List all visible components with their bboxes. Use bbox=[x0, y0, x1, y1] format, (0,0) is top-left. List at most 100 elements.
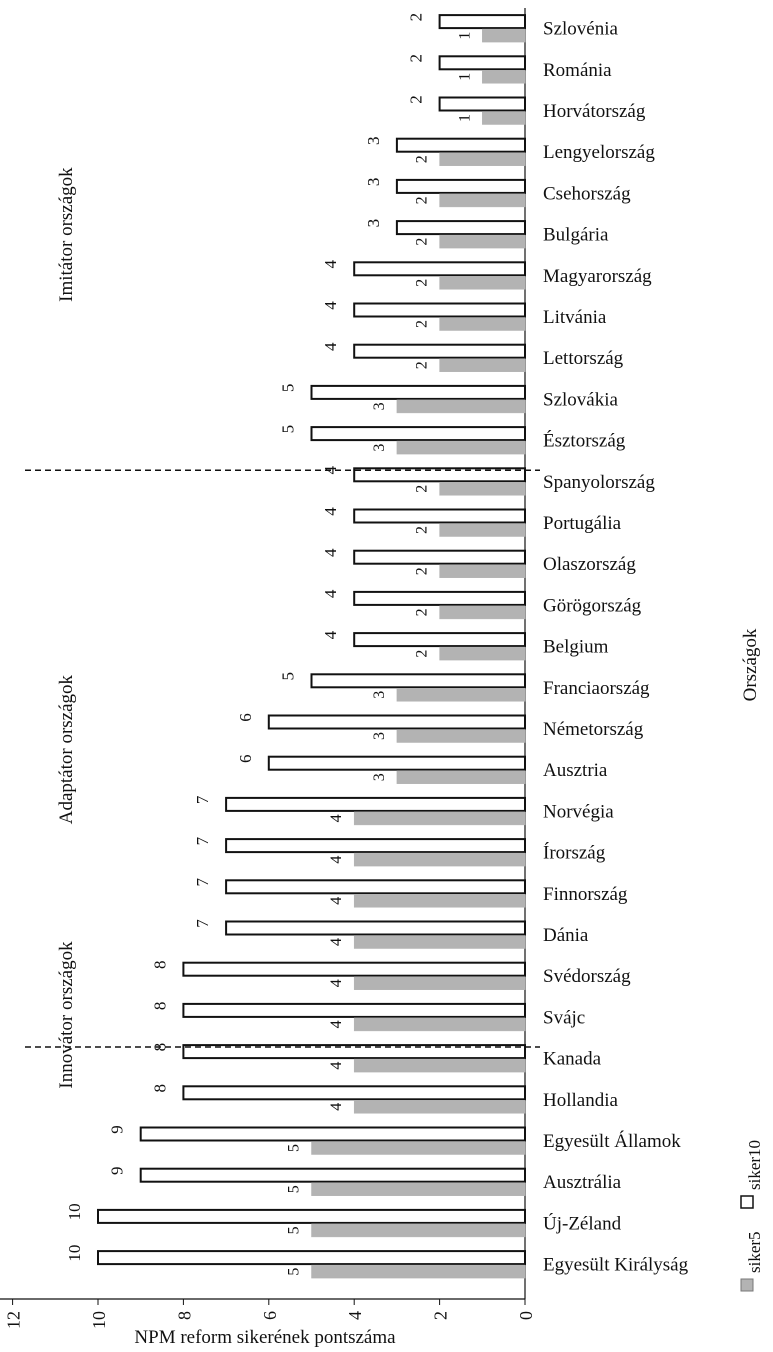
data-label-siker10: 7 bbox=[193, 836, 212, 845]
data-label-siker5: 5 bbox=[286, 1144, 303, 1152]
category-label: Egyesült Királyság bbox=[543, 1255, 689, 1276]
data-label-siker5: 3 bbox=[371, 691, 388, 699]
bar-siker5 bbox=[482, 28, 526, 43]
category-label: Norvégia bbox=[543, 801, 614, 822]
legend: siker5 siker10 bbox=[740, 1140, 764, 1292]
y-axis-title: Országok bbox=[740, 628, 761, 701]
bar-siker10 bbox=[353, 343, 527, 359]
bar-siker5 bbox=[353, 1100, 526, 1114]
data-label-siker5: 4 bbox=[328, 979, 345, 987]
data-label-siker10: 2 bbox=[407, 95, 426, 104]
data-label-siker10: 4 bbox=[321, 260, 340, 269]
bar-siker10 bbox=[438, 55, 527, 71]
bar-siker5 bbox=[396, 440, 526, 455]
x-tick-label: 10 bbox=[89, 1311, 109, 1329]
category-label: Egyesült Államok bbox=[543, 1130, 681, 1152]
category-label: Bulgária bbox=[543, 225, 609, 246]
data-label-siker5: 5 bbox=[286, 1185, 303, 1193]
bar-siker10 bbox=[225, 920, 526, 936]
data-label-siker5: 3 bbox=[371, 402, 388, 410]
data-label-siker10: 7 bbox=[193, 919, 212, 928]
category-label: Lettország bbox=[543, 348, 624, 369]
bar-siker10 bbox=[353, 549, 527, 565]
category-label: Dánia bbox=[543, 925, 589, 946]
bar-siker10 bbox=[353, 302, 527, 318]
data-label-siker5: 2 bbox=[414, 361, 431, 369]
bar-siker5 bbox=[311, 1141, 526, 1155]
data-label-siker5: 5 bbox=[286, 1226, 303, 1234]
bar-siker10 bbox=[139, 1126, 526, 1142]
bar-siker10 bbox=[353, 590, 527, 606]
legend-label-siker5: siker5 bbox=[745, 1231, 764, 1273]
x-tick-label: 2 bbox=[431, 1311, 451, 1320]
category-label: Spanyolország bbox=[543, 472, 655, 493]
bar-siker5 bbox=[396, 729, 526, 743]
data-label-siker5: 2 bbox=[414, 155, 431, 163]
data-label-siker10: 5 bbox=[279, 425, 298, 434]
bar-siker10 bbox=[267, 755, 526, 771]
bar-siker5 bbox=[482, 70, 526, 84]
data-label-siker5: 5 bbox=[286, 1268, 303, 1276]
bar-siker10 bbox=[97, 1250, 526, 1266]
data-label-siker10: 9 bbox=[108, 1125, 127, 1134]
bar-siker10 bbox=[139, 1167, 526, 1183]
bar-siker5 bbox=[439, 564, 526, 578]
bar-siker10 bbox=[267, 714, 526, 730]
bar-siker10 bbox=[97, 1208, 526, 1224]
x-tick-label: 0 bbox=[516, 1311, 536, 1320]
data-label-siker10: 2 bbox=[407, 13, 426, 22]
bar-siker10 bbox=[225, 838, 526, 854]
data-label-siker5: 4 bbox=[328, 897, 345, 905]
bar-siker5 bbox=[353, 935, 526, 949]
bar-siker5 bbox=[311, 1182, 526, 1196]
data-label-siker5: 4 bbox=[328, 814, 345, 822]
data-label-siker10: 5 bbox=[279, 384, 298, 393]
x-tick-label: 8 bbox=[174, 1311, 194, 1320]
category-label: Szlovákia bbox=[543, 389, 618, 410]
data-label-siker10: 6 bbox=[236, 754, 255, 763]
group-label: Imitátor országok bbox=[56, 167, 77, 302]
category-label: Belgium bbox=[543, 637, 609, 658]
bar-siker10 bbox=[353, 508, 527, 524]
legend-swatch-siker5 bbox=[740, 1278, 754, 1292]
category-label: Kanada bbox=[543, 1049, 602, 1070]
data-label-siker10: 5 bbox=[279, 672, 298, 681]
bar-siker5 bbox=[396, 770, 526, 784]
category-label: Németország bbox=[543, 719, 644, 740]
category-label: Lengyelország bbox=[543, 142, 655, 163]
bar-siker10 bbox=[438, 14, 527, 30]
category-label: Románia bbox=[543, 60, 612, 81]
bar-siker5 bbox=[353, 852, 526, 867]
bar-siker5 bbox=[439, 276, 526, 290]
category-label: Finnország bbox=[543, 884, 628, 905]
legend-label-siker10: siker10 bbox=[745, 1140, 764, 1190]
bar-siker10 bbox=[225, 796, 526, 812]
data-label-siker10: 3 bbox=[364, 136, 383, 145]
category-label: Írország bbox=[543, 842, 606, 864]
category-label: Új-Zéland bbox=[543, 1212, 622, 1234]
data-label-siker10: 7 bbox=[193, 795, 212, 804]
category-label: Olaszország bbox=[543, 554, 636, 575]
bar-siker5 bbox=[311, 1264, 526, 1279]
category-label: Svédország bbox=[543, 966, 631, 987]
bar-siker10 bbox=[182, 1044, 526, 1060]
bar-siker5 bbox=[353, 1058, 526, 1073]
data-label-siker10: 3 bbox=[364, 178, 383, 187]
data-label-siker5: 4 bbox=[328, 1103, 345, 1111]
bar-siker5 bbox=[353, 811, 526, 826]
bar-siker5 bbox=[439, 646, 526, 661]
bar-siker5 bbox=[439, 152, 526, 166]
group-label: Innovátor országok bbox=[56, 941, 77, 1089]
bar-siker5 bbox=[311, 1223, 526, 1238]
bar-siker10 bbox=[310, 426, 526, 442]
data-label-siker10: 4 bbox=[321, 589, 340, 598]
bar-siker5 bbox=[353, 894, 526, 908]
bar-siker10 bbox=[182, 1002, 526, 1018]
data-label-siker10: 4 bbox=[321, 507, 340, 516]
data-label-siker10: 4 bbox=[321, 342, 340, 351]
data-label-siker10: 4 bbox=[321, 548, 340, 557]
data-label-siker10: 9 bbox=[108, 1166, 127, 1175]
bar-siker5 bbox=[353, 976, 526, 990]
data-label-siker5: 4 bbox=[328, 856, 345, 864]
